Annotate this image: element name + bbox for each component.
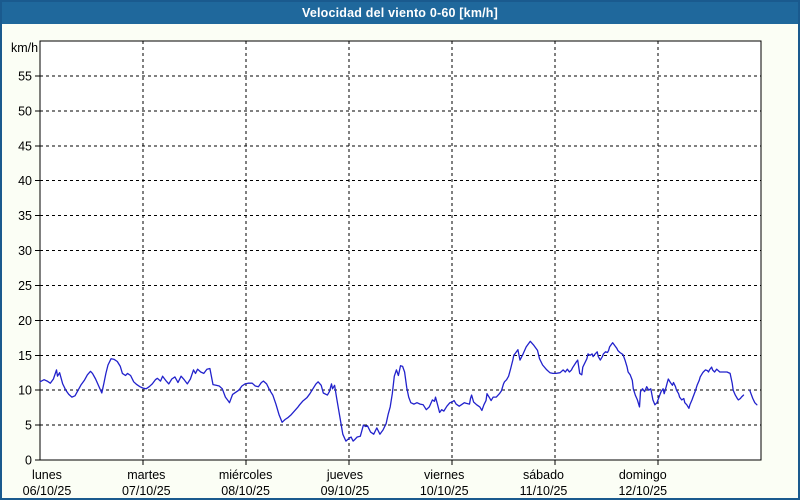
x-day-label: lunes — [32, 468, 62, 482]
y-tick-label: 50 — [18, 104, 32, 118]
y-tick-label: 10 — [18, 384, 32, 398]
y-tick-label: 35 — [18, 209, 32, 223]
x-day-label: martes — [127, 468, 165, 482]
y-tick-label: 30 — [18, 244, 32, 258]
x-date-label: 08/10/25 — [221, 484, 270, 498]
page-title: Velocidad del viento 0-60 [km/h] — [301, 6, 499, 20]
x-day-label: jueves — [326, 468, 363, 482]
x-day-label: viernes — [424, 468, 464, 482]
y-tick-label: 15 — [18, 349, 32, 363]
y-tick-label: 20 — [18, 314, 32, 328]
y-tick-label: 25 — [18, 279, 32, 293]
title-bar: Velocidad del viento 0-60 [km/h] — [2, 2, 798, 24]
x-date-label: 11/10/25 — [520, 484, 568, 498]
y-axis-unit-label: km/h — [11, 41, 38, 55]
x-day-label: miércoles — [219, 468, 273, 482]
x-day-label: sábado — [523, 468, 564, 482]
y-tick-label: 45 — [18, 139, 32, 153]
y-tick-label: 55 — [18, 69, 32, 83]
x-date-label: 09/10/25 — [321, 484, 370, 498]
wind-speed-series-line — [749, 389, 758, 406]
y-tick-label: 0 — [25, 454, 32, 468]
x-date-label: 06/10/25 — [23, 484, 72, 498]
y-tick-label: 40 — [18, 174, 32, 188]
x-date-label: 12/10/25 — [618, 484, 667, 498]
x-date-label: 07/10/25 — [122, 484, 171, 498]
wind-speed-series-line — [39, 340, 745, 442]
plot-border — [39, 40, 762, 461]
x-day-label: domingo — [619, 468, 667, 482]
x-date-label: 10/10/25 — [420, 484, 469, 498]
y-tick-label: 5 — [25, 419, 32, 433]
